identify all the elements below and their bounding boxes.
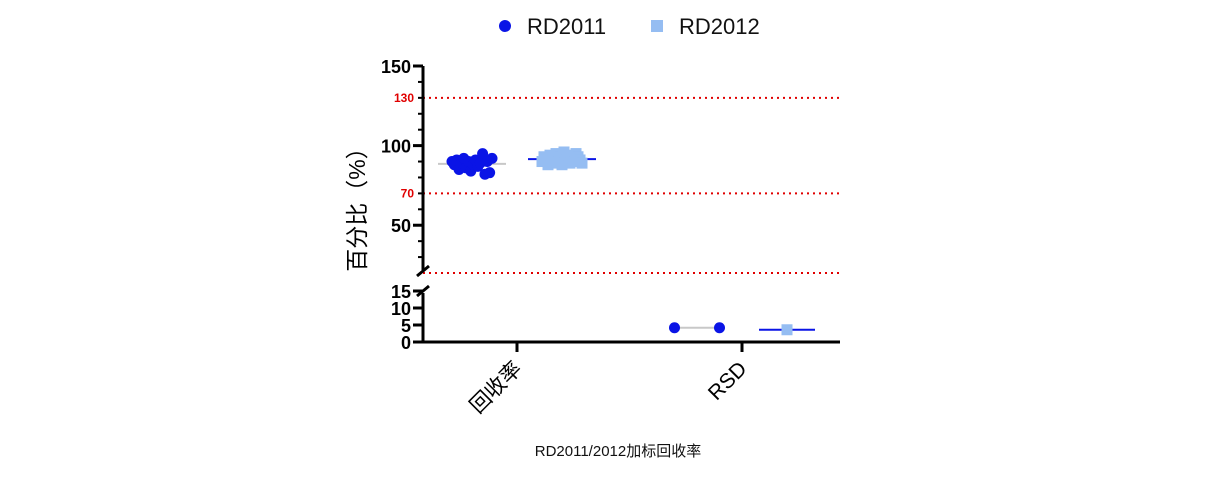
y-lower-tick-label-15: 15 bbox=[391, 282, 411, 302]
y-tick-label-150: 150 bbox=[381, 57, 411, 77]
y-lower-tick-label-10: 10 bbox=[391, 299, 411, 319]
x-tick-label-0: 回收率 bbox=[466, 357, 527, 418]
y-tick-label-100: 100 bbox=[381, 137, 411, 157]
reference-label-70: 70 bbox=[401, 186, 415, 200]
y-axis-title: 百分比（%） bbox=[344, 136, 370, 271]
point-RD2011-1-0 bbox=[669, 322, 680, 334]
legend-label-RD2012: RD2012 bbox=[679, 14, 760, 39]
reference-label-130: 130 bbox=[394, 91, 414, 105]
legend: RD2011 RD2012 bbox=[499, 14, 760, 39]
legend-marker-RD2011 bbox=[499, 20, 511, 32]
point-RD2012-0-20 bbox=[576, 157, 588, 169]
point-RD2012-0-3 bbox=[542, 159, 554, 171]
point-RD2012-1-0 bbox=[781, 324, 793, 336]
legend-marker-RD2012 bbox=[651, 20, 663, 32]
legend-label-RD2011: RD2011 bbox=[527, 14, 606, 39]
point-RD2011-0-13 bbox=[477, 148, 489, 160]
point-RD2011-0-16 bbox=[484, 167, 496, 179]
chart-caption: RD2011/2012加标回收率 bbox=[535, 443, 701, 460]
axes bbox=[416, 66, 840, 352]
y-tick-label-50: 50 bbox=[391, 216, 411, 236]
y-lower-tick-label-0: 0 bbox=[401, 333, 411, 353]
y-lower-tick-label-5: 5 bbox=[401, 316, 411, 336]
axis-break-mark-top bbox=[416, 264, 430, 278]
data-points bbox=[438, 146, 815, 336]
reference-lines: 130 70 bbox=[394, 91, 840, 274]
point-RD2011-0-17 bbox=[486, 152, 498, 164]
x-tick-label-1: RSD bbox=[704, 357, 752, 405]
point-RD2011-1-1 bbox=[714, 322, 725, 334]
